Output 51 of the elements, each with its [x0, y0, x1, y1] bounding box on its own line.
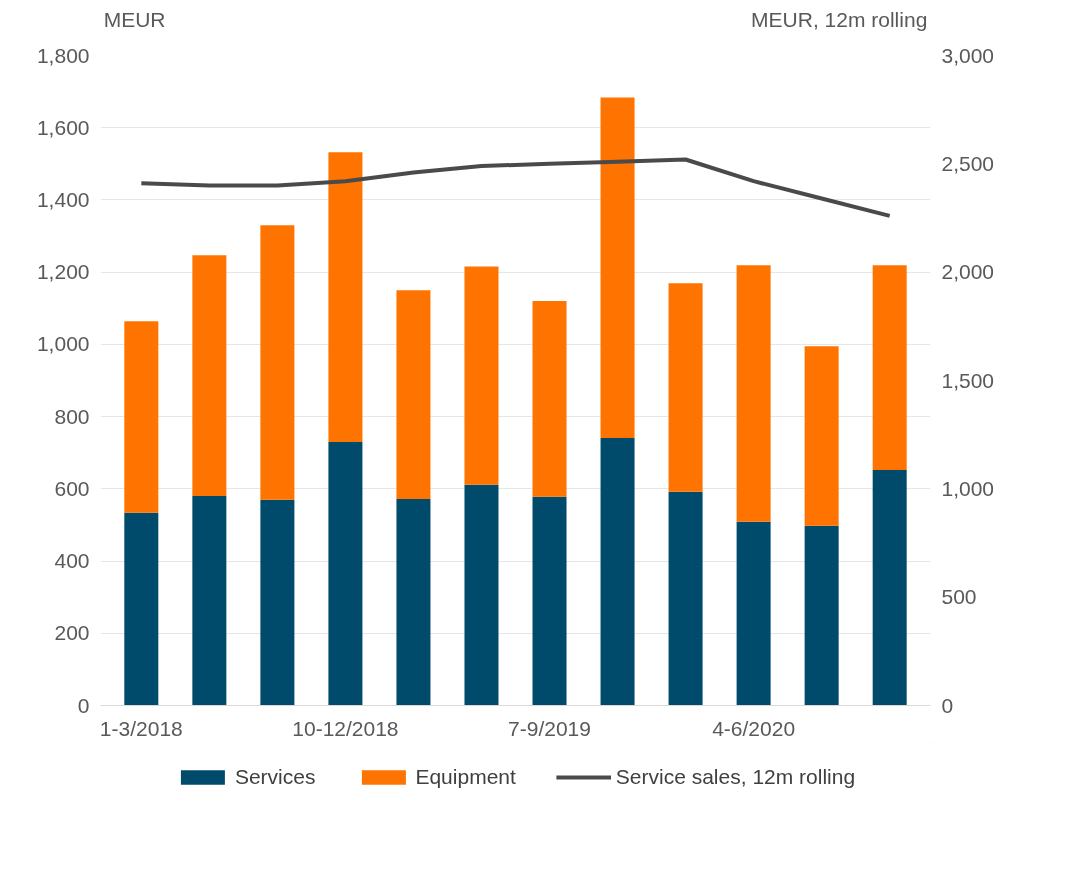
bar [668, 491, 703, 706]
y-tick-label: 1,200 [36, 260, 90, 284]
bar [600, 97, 635, 438]
bar [736, 265, 771, 522]
y-tick-label: 600 [54, 476, 90, 500]
y-tick-label: 1,800 [36, 43, 90, 67]
line-series [139, 157, 892, 218]
bar [124, 321, 159, 513]
legend-label: Services [234, 765, 316, 789]
bar [532, 496, 567, 706]
y2-tick-label: 1,500 [941, 368, 995, 392]
y-tick-label: 200 [54, 621, 90, 645]
bar [396, 498, 431, 706]
bar [668, 283, 703, 492]
bar [260, 225, 295, 500]
y-tick-label: 1,600 [36, 115, 90, 139]
y2-tick-label: 2,500 [941, 151, 995, 175]
bar [736, 521, 771, 706]
legend-label: Service sales, 12m rolling [615, 765, 856, 789]
bar [464, 484, 499, 706]
y2-tick-label: 1,000 [941, 476, 995, 500]
y-axis-title: MEUR [103, 7, 166, 31]
y-tick-label: 400 [54, 549, 90, 573]
bar [124, 512, 159, 706]
y-tick-label: 800 [54, 404, 90, 428]
bar [872, 265, 907, 471]
x-tick-label: 4-6/2020 [712, 716, 796, 740]
y2-tick-label: 0 [941, 693, 954, 717]
bar [600, 437, 635, 706]
bar [396, 290, 431, 499]
y-tick-label: 1,000 [36, 332, 90, 356]
y-tick-label: 1,400 [36, 187, 90, 211]
bar [872, 470, 907, 706]
bar [464, 266, 499, 485]
bar [532, 301, 567, 497]
bar [328, 441, 363, 706]
bar [260, 499, 295, 706]
y2-tick-label: 500 [941, 585, 977, 609]
y-tick-label: 0 [77, 693, 90, 717]
y2-tick-label: 3,000 [941, 43, 995, 67]
y2-axis-title: MEUR, 12m rolling [751, 7, 928, 31]
bar [804, 346, 839, 526]
bar [192, 255, 227, 497]
x-tick-label: 10-12/2018 [292, 716, 399, 740]
bar [192, 496, 227, 706]
y2-tick-label: 2,000 [941, 260, 995, 284]
legend-label: Equipment [415, 765, 516, 789]
x-tick-label: 1-3/2018 [99, 716, 183, 740]
bar [328, 152, 363, 442]
x-tick-label: 7-9/2019 [508, 716, 591, 740]
bar [804, 525, 839, 706]
